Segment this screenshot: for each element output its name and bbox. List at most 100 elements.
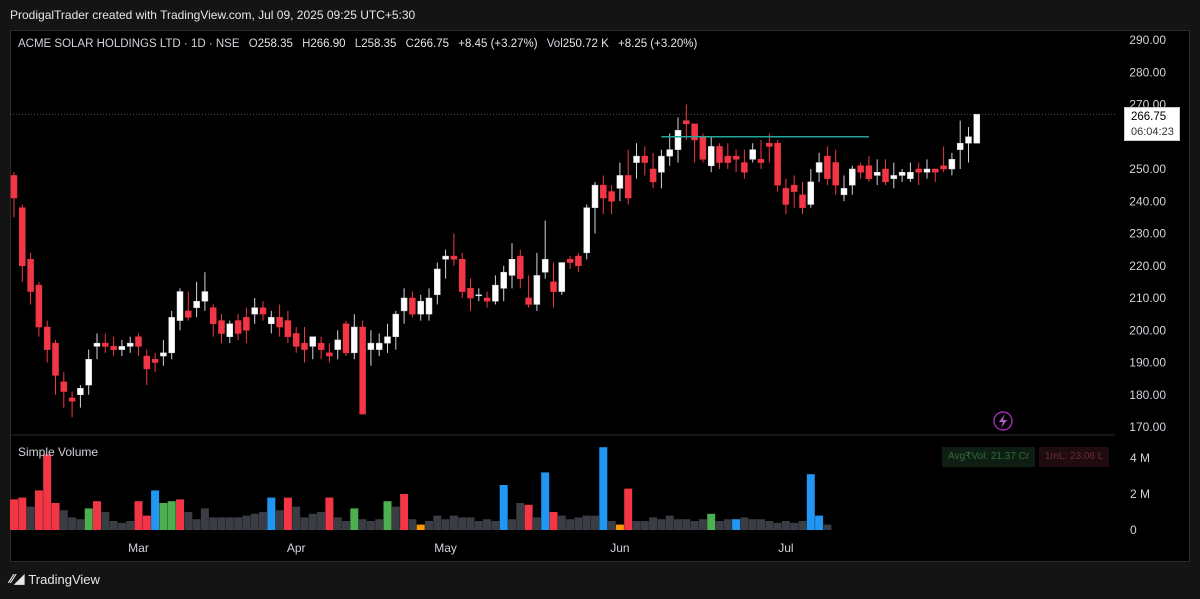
candle (558, 262, 566, 295)
volume-bar (200, 508, 209, 530)
volume-bar (159, 503, 168, 530)
candle-body (10, 175, 18, 199)
candle-body (948, 159, 956, 170)
candle (691, 123, 698, 163)
candle (666, 133, 673, 166)
candle (948, 152, 956, 176)
candle-body (932, 168, 939, 173)
volume-bar (757, 519, 765, 530)
candle-body (442, 255, 449, 260)
volume-bar (391, 506, 400, 530)
symbol-label[interactable]: ACME SOLAR HOLDINGS LTD · 1D · NSE (18, 38, 240, 50)
open-label: O (248, 38, 258, 50)
candle (774, 139, 781, 192)
candle-body (624, 175, 632, 199)
brand-name: TradingView (28, 571, 100, 587)
candle (857, 162, 864, 179)
candle (359, 320, 366, 415)
candle (907, 162, 914, 182)
price-tick-label: 210.00 (1129, 291, 1166, 305)
candle (259, 301, 267, 321)
candle-body (400, 297, 408, 312)
candle-body (500, 271, 507, 289)
candle (392, 310, 400, 350)
candle (226, 320, 234, 344)
candle-body (940, 165, 947, 170)
candle-body (517, 255, 524, 279)
candle (135, 333, 142, 357)
candle-body (317, 342, 325, 350)
price-tick-label: 230.00 (1129, 227, 1166, 241)
candle-body (790, 184, 798, 192)
candle-body (483, 297, 491, 302)
candle-body (541, 259, 549, 273)
volume-bar (126, 521, 135, 530)
volume-bar (690, 521, 699, 530)
candle-body (176, 291, 184, 321)
volume-bar (350, 508, 359, 530)
candle (442, 249, 449, 279)
volume-bar (59, 510, 68, 530)
candle-body (35, 284, 43, 328)
volume-bar (574, 517, 583, 530)
candle-body (616, 175, 624, 189)
candle (716, 143, 723, 169)
candle-body (558, 262, 566, 292)
candle-body (143, 355, 151, 370)
candle-body (749, 149, 756, 160)
volume-bar (308, 513, 317, 530)
candle-body (525, 297, 532, 305)
candle (309, 336, 317, 360)
volume-bar (624, 488, 633, 530)
volume-bar (649, 517, 658, 530)
candle (52, 339, 59, 395)
price-tick-label: 280.00 (1129, 65, 1166, 79)
low-label: L (354, 38, 362, 50)
candle-body (243, 317, 250, 331)
volume-bar (483, 519, 492, 530)
candle-body (533, 275, 541, 305)
volume-bar (51, 503, 60, 530)
lightning-icon (993, 411, 1013, 431)
high-label: H (302, 38, 311, 50)
candle-body (666, 149, 673, 157)
candle (882, 159, 889, 186)
volume-bar (524, 504, 533, 530)
candle (541, 220, 549, 279)
close-value: 266.75 (413, 38, 450, 50)
candle (218, 314, 225, 344)
candle-body (840, 188, 848, 196)
volume-bar (640, 521, 649, 530)
candle-body (102, 342, 109, 347)
candle (168, 310, 175, 360)
volume-bar (275, 510, 284, 530)
avg-volume-badge: Avg₹Vol: 21.37 Cr (942, 447, 1036, 467)
volume-bar (557, 515, 566, 530)
candle (284, 310, 292, 344)
bar-countdown: 06:04:23 (1131, 126, 1174, 138)
overlay-layer (10, 113, 1115, 436)
candle-body (890, 175, 898, 179)
volume-indicator-title[interactable]: Simple Volume (18, 445, 99, 459)
candle-body (691, 123, 698, 141)
volume-value: 250.72 K (562, 38, 609, 50)
candle (956, 120, 964, 169)
candle (458, 252, 466, 298)
candle-body (849, 168, 856, 186)
volume-bar (342, 521, 350, 530)
volume-label: Vol (546, 38, 563, 50)
candle-body (334, 339, 341, 350)
volume-bar (259, 512, 267, 530)
volume-bar (217, 517, 226, 530)
candle-body (898, 171, 906, 176)
volume-bar (109, 521, 118, 530)
candle-body (550, 281, 557, 292)
price-change: +8.45 (+3.27%) (458, 38, 538, 50)
candle-body (118, 346, 126, 350)
time-axis: Mar Apr May Jun Jul (128, 541, 793, 555)
volume-bar (798, 521, 807, 530)
candle-body (160, 352, 167, 357)
time-tick-label: May (434, 541, 457, 555)
candle-body (832, 162, 839, 186)
